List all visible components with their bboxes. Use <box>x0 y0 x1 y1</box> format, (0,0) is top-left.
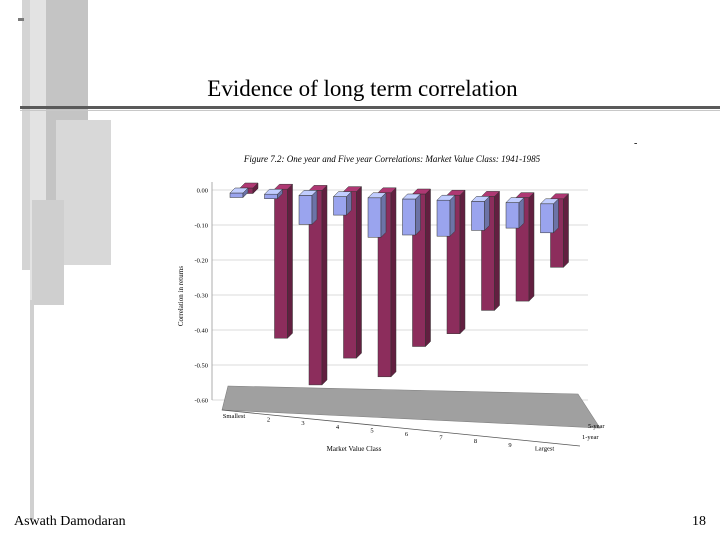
slide-title: Evidence of long term correlation <box>207 76 518 101</box>
bar-1-year-front <box>274 188 288 339</box>
bar-5-year-top <box>539 198 560 205</box>
bar-1-year <box>308 184 328 386</box>
bar-5-year-front <box>505 202 520 229</box>
bar-1-year-side <box>321 184 328 386</box>
bar-5-year-top <box>505 197 525 203</box>
bar-5-year-top <box>367 192 387 199</box>
x-tick-label: 8 <box>474 438 477 445</box>
bar-1-year <box>377 187 397 378</box>
bar-1-year-side <box>563 193 569 268</box>
bar-5-year <box>539 198 560 234</box>
bar-5-year-front <box>298 195 313 225</box>
bar-1-year-top <box>480 191 501 197</box>
y-tick-label: -0.20 <box>194 258 208 265</box>
bar-5-year <box>470 195 491 232</box>
bar-1-year-top <box>411 188 432 195</box>
bar-1-year-side <box>425 188 431 348</box>
author-name: Aswath Damodaran <box>14 514 126 529</box>
page-number: 18 <box>692 514 706 529</box>
bar-5-year <box>263 188 284 200</box>
decor-block-5 <box>32 200 64 305</box>
x-tick-label: 2 <box>267 417 270 424</box>
bar-5-year-front <box>436 199 451 237</box>
y-tick-label: 0.00 <box>197 188 208 195</box>
bar-1-year-side <box>459 189 466 335</box>
decor-block-4 <box>56 120 111 265</box>
bar-1-year <box>273 183 294 339</box>
bar-5-year-side <box>449 194 456 237</box>
bar-5-year <box>436 194 456 237</box>
stray-dash: - <box>634 138 638 149</box>
bar-5-year <box>505 196 525 229</box>
bar-1-year-top <box>342 186 363 192</box>
bar-1-year-side <box>390 187 397 378</box>
bar-5-year-front <box>264 193 278 199</box>
x-tick-label: Smallest <box>223 413 246 420</box>
x-tick-label: Largest <box>535 445 555 452</box>
bar-1-year-front <box>343 191 357 359</box>
bar-1-year-side <box>494 190 500 312</box>
bar-5-year <box>298 189 318 226</box>
bar-1-year-top <box>308 185 328 191</box>
x-tick-label: 3 <box>301 420 304 427</box>
x-tick-label: 7 <box>439 435 443 442</box>
bar-5-year <box>401 193 422 236</box>
bar-5-year-top <box>436 194 456 201</box>
bar-5-year-side <box>553 198 559 234</box>
x-axis-label: Market Value Class <box>327 445 382 453</box>
bar-5-year-top <box>401 193 422 200</box>
bar-5-year-top <box>298 190 318 196</box>
bar-5-year-front <box>540 203 554 234</box>
y-tick-label: -0.60 <box>194 398 208 405</box>
bar-5-year-top <box>263 188 284 195</box>
bar-5-year <box>367 192 387 238</box>
bar-5-year-front <box>471 201 485 231</box>
series-label-1-year: 1-year <box>582 434 599 441</box>
decor-block-1 <box>22 0 30 270</box>
x-tick-label: 5 <box>370 427 373 434</box>
bar-5-year-side <box>380 192 387 238</box>
series-label-5-year: 5-year <box>588 423 605 430</box>
decor-block-6 <box>30 300 34 520</box>
bar-5-year-top <box>470 196 491 202</box>
bar-5-year <box>332 190 353 216</box>
bar-5-year-top <box>332 191 353 197</box>
bar-5-year-side <box>484 195 490 232</box>
bar-5-year-front <box>367 197 382 238</box>
bar-5-year-side <box>311 189 318 226</box>
bar-1-year-side <box>287 183 293 339</box>
bar-5-year <box>229 187 249 199</box>
x-tick-label: 9 <box>508 442 511 449</box>
bar-1-year <box>342 185 363 359</box>
bar-5-year-front <box>229 192 244 198</box>
bar-5-year-side <box>415 193 421 236</box>
title-divider <box>20 106 720 109</box>
x-tick-label: 4 <box>336 424 340 431</box>
bar-1-year-side <box>356 185 362 359</box>
title-divider-shadow <box>20 110 720 111</box>
bar-1-year-top <box>273 183 294 190</box>
bar-1-year-top <box>446 189 466 196</box>
y-tick-label: -0.50 <box>194 363 208 370</box>
bar-5-year-top <box>229 187 249 194</box>
bar-1-year-top <box>377 187 397 194</box>
y-axis-label: Correlation in returns <box>177 266 185 327</box>
x-tick-label: 6 <box>405 431 409 438</box>
bar-1-year-side <box>528 191 535 302</box>
chart-floor <box>221 385 601 429</box>
y-tick-label: -0.30 <box>194 293 208 300</box>
chart-title: Figure 7.2: One year and Five year Corre… <box>243 154 541 164</box>
y-tick-label: -0.40 <box>194 328 208 335</box>
y-tick-label: -0.10 <box>194 223 208 230</box>
decor-block-7 <box>18 18 24 21</box>
x-axis-line <box>221 409 581 447</box>
bar-5-year-front <box>333 196 347 216</box>
bar-1-year-top <box>239 182 259 189</box>
bar-1-year-top <box>515 192 535 198</box>
bar-5-year-front <box>402 198 416 236</box>
bar-1-year-top <box>549 193 570 200</box>
